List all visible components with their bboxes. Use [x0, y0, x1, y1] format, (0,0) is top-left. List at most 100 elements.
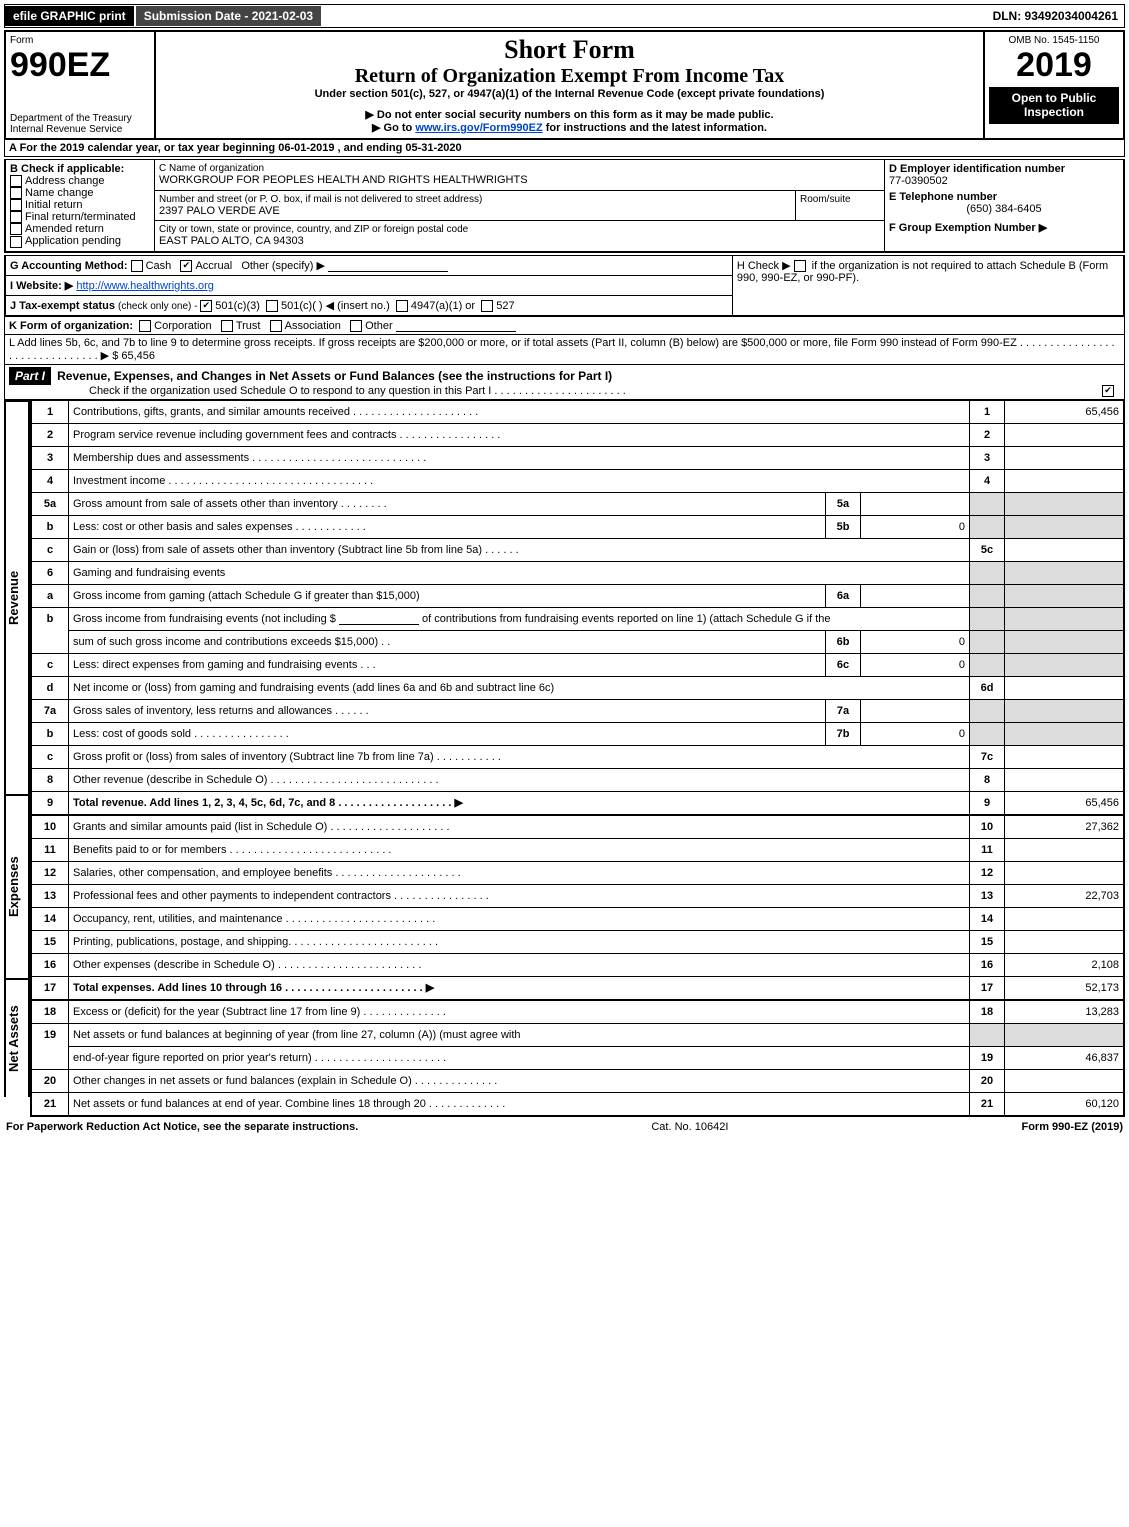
opt-address-change: Address change: [25, 175, 105, 187]
grey-6a: [970, 584, 1005, 607]
opt-4947: 4947(a)(1) or: [411, 300, 475, 312]
line-a-end: 05-31-2020: [405, 142, 461, 154]
grey-19: [970, 1023, 1005, 1046]
part1-body: Revenue Expenses Net Assets 1 Contributi…: [4, 400, 1125, 1117]
go-to-prefix: ▶ Go to: [372, 122, 415, 134]
row-17: 17 Total expenses. Add lines 10 through …: [31, 976, 1124, 1000]
checkbox-cash[interactable]: [131, 260, 143, 272]
other-specify-field[interactable]: [328, 259, 448, 272]
checkbox-address-change[interactable]: [10, 175, 22, 187]
row-14: 14 Occupancy, rent, utilities, and maint…: [31, 907, 1124, 930]
grey-6b2: [970, 630, 1005, 653]
efile-print-button[interactable]: efile GRAPHIC print: [5, 6, 134, 26]
footer-form-post: (2019): [1091, 1121, 1123, 1133]
checkbox-527[interactable]: [481, 300, 493, 312]
amt-11: [1005, 838, 1125, 861]
row-5a: 5a Gross amount from sale of assets othe…: [31, 492, 1124, 515]
boxval-5b: 0: [861, 515, 970, 538]
checkbox-501c3[interactable]: [200, 300, 212, 312]
ein-value: 77-0390502: [889, 175, 1119, 187]
amt-2: [1005, 423, 1125, 446]
amt-3: [1005, 446, 1125, 469]
fundraising-amount-field[interactable]: [339, 612, 419, 625]
checkbox-corporation[interactable]: [139, 320, 151, 332]
ref-5c: 5c: [970, 538, 1005, 561]
boxval-5a: [861, 492, 970, 515]
checkbox-not-required[interactable]: [794, 260, 806, 272]
no-17: 17: [31, 976, 69, 1000]
checkbox-association[interactable]: [270, 320, 282, 332]
opt-527: 527: [496, 300, 514, 312]
checkbox-501c[interactable]: [266, 300, 278, 312]
lines-table: 1 Contributions, gifts, grants, and simi…: [30, 400, 1125, 1117]
row-19-1: 19 Net assets or fund balances at beginn…: [31, 1023, 1124, 1046]
row-6d: d Net income or (loss) from gaming and f…: [31, 676, 1124, 699]
box-e-label: E Telephone number: [889, 191, 1119, 203]
other-org-field[interactable]: [396, 319, 516, 332]
line-i-label: I Website: ▶: [10, 280, 73, 292]
amt-8: [1005, 768, 1125, 791]
checkbox-accrual[interactable]: [180, 260, 192, 272]
opt-association: Association: [285, 320, 341, 332]
checkbox-4947[interactable]: [396, 300, 408, 312]
row-19-2: end-of-year figure reported on prior yea…: [31, 1046, 1124, 1069]
checkbox-other-org[interactable]: [350, 320, 362, 332]
website-link[interactable]: http://www.healthwrights.org: [76, 280, 214, 292]
irs-url-link[interactable]: www.irs.gov/Form990EZ: [415, 122, 542, 134]
box-c-name-label: C Name of organization: [159, 163, 880, 174]
checkbox-name-change[interactable]: [10, 187, 22, 199]
no-19b: [31, 1046, 69, 1069]
row-7b: b Less: cost of goods sold . . . . . . .…: [31, 722, 1124, 745]
checkbox-initial-return[interactable]: [10, 199, 22, 211]
boxval-7b: 0: [861, 722, 970, 745]
greyamt-6a: [1005, 584, 1125, 607]
opt-amended-return: Amended return: [25, 223, 104, 235]
ref-18: 18: [970, 1000, 1005, 1024]
amt-16: 2,108: [1005, 953, 1125, 976]
title-short-form: Short Form: [160, 35, 979, 65]
opt-501c: 501(c)( ) ◀ (insert no.): [281, 300, 390, 312]
checkbox-amended-return[interactable]: [10, 223, 22, 235]
opt-other-org: Other: [365, 320, 393, 332]
checkbox-application-pending[interactable]: [10, 236, 22, 248]
box-7a: 7a: [826, 699, 861, 722]
desc-7b: Less: cost of goods sold . . . . . . . .…: [69, 722, 826, 745]
grey-6c: [970, 653, 1005, 676]
grey-6b1: [970, 607, 1005, 630]
checkbox-final-return[interactable]: [10, 211, 22, 223]
desc-9: Total revenue. Add lines 1, 2, 3, 4, 5c,…: [69, 791, 970, 815]
ref-11: 11: [970, 838, 1005, 861]
no-5c: c: [31, 538, 69, 561]
desc-4: Investment income . . . . . . . . . . . …: [69, 469, 970, 492]
amt-13: 22,703: [1005, 884, 1125, 907]
boxval-6b: 0: [861, 630, 970, 653]
no-6a: a: [31, 584, 69, 607]
city-state-zip: EAST PALO ALTO, CA 94303: [159, 235, 880, 247]
ref-14: 14: [970, 907, 1005, 930]
box-5b: 5b: [826, 515, 861, 538]
tax-year: 2019: [989, 46, 1119, 85]
box-c-city-label: City or town, state or province, country…: [159, 224, 880, 235]
desc-7a: Gross sales of inventory, less returns a…: [69, 699, 826, 722]
checkbox-schedule-o-part1[interactable]: [1102, 385, 1114, 397]
no-18: 18: [31, 1000, 69, 1024]
ref-2: 2: [970, 423, 1005, 446]
omb-number: OMB No. 1545-1150: [989, 35, 1119, 46]
line-k-label: K Form of organization:: [9, 320, 133, 332]
form-header-table: Form 990EZ Department of the Treasury In…: [4, 30, 1125, 140]
amt-7c: [1005, 745, 1125, 768]
row-7a: 7a Gross sales of inventory, less return…: [31, 699, 1124, 722]
ref-1: 1: [970, 400, 1005, 423]
part1-check-line: Check if the organization used Schedule …: [9, 385, 626, 397]
no-20: 20: [31, 1069, 69, 1092]
box-6a: 6a: [826, 584, 861, 607]
side-expenses: Expenses: [4, 794, 30, 978]
desc-5b: Less: cost or other basis and sales expe…: [69, 515, 826, 538]
desc-17-b: Total expenses. Add lines 10 through 16 …: [73, 982, 434, 994]
row-4: 4 Investment income . . . . . . . . . . …: [31, 469, 1124, 492]
grey-7b: [970, 722, 1005, 745]
box-d-label: D Employer identification number: [889, 163, 1119, 175]
checkbox-trust[interactable]: [221, 320, 233, 332]
row-6: 6 Gaming and fundraising events: [31, 561, 1124, 584]
opt-corporation: Corporation: [154, 320, 211, 332]
